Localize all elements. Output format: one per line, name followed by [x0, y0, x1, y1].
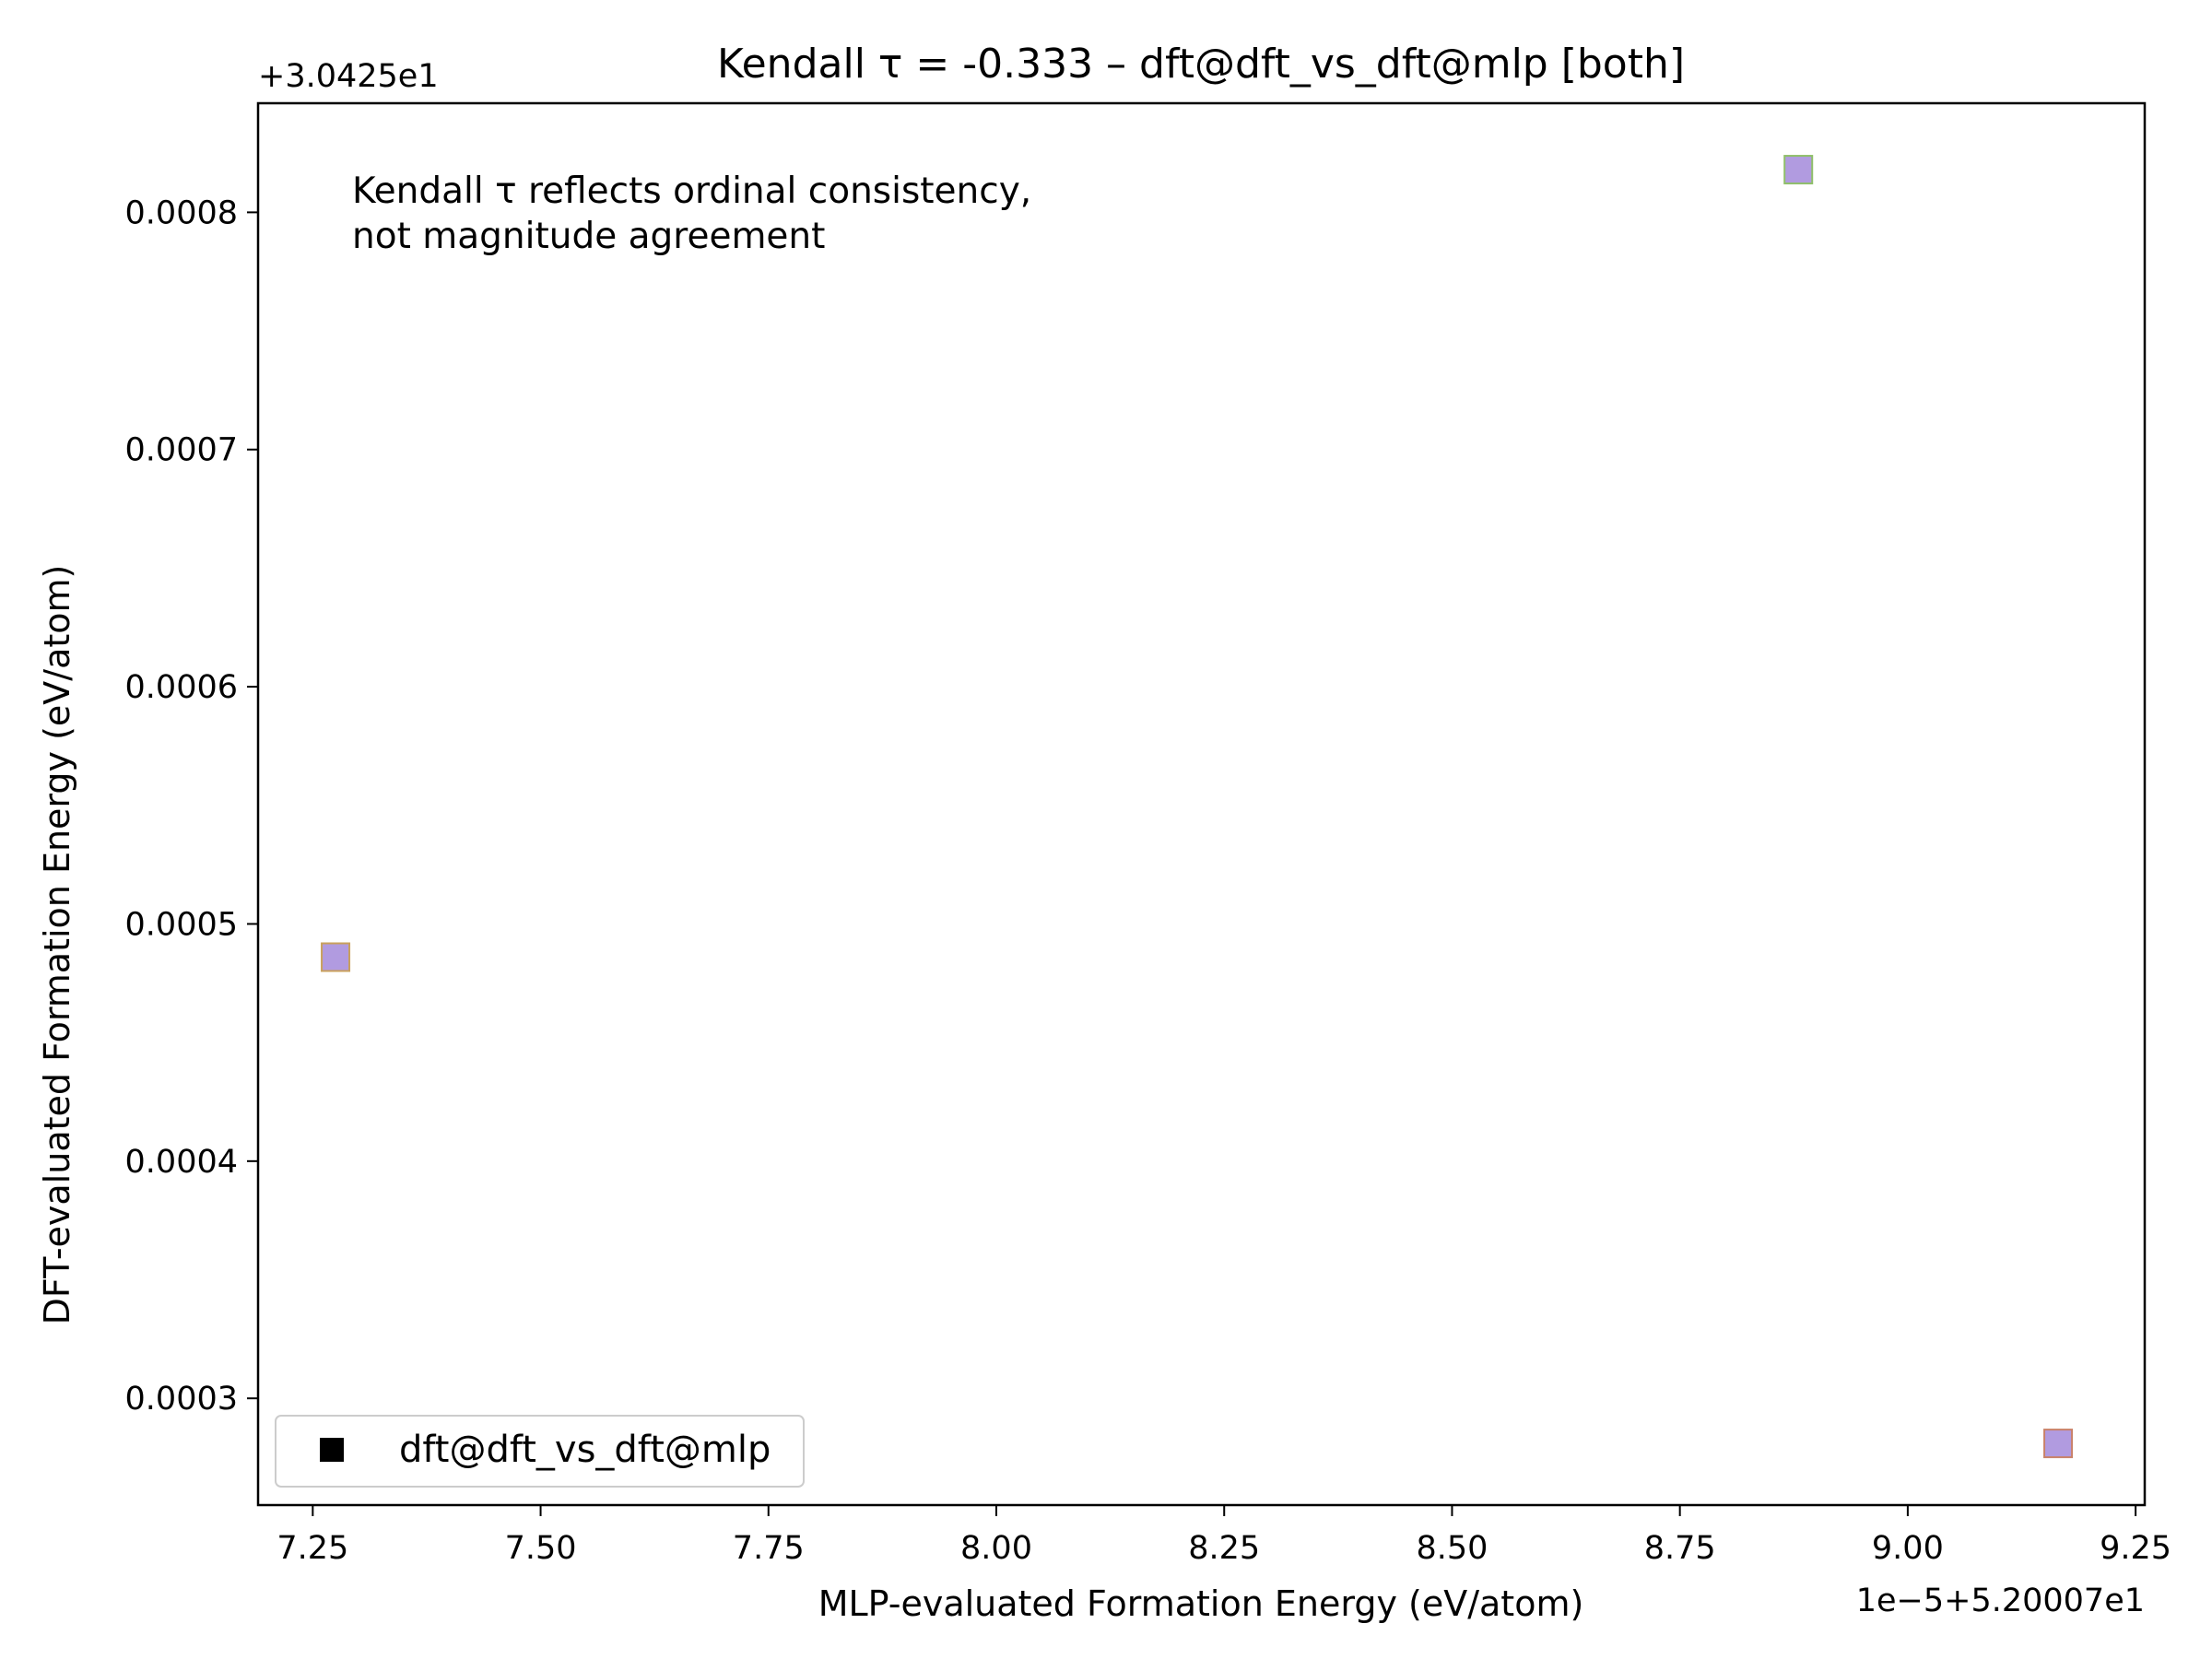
scatter-point — [2043, 1429, 2074, 1459]
y-tick-label: 0.0005 — [125, 906, 238, 943]
x-axis-label: MLP-evaluated Formation Energy (eV/atom) — [818, 1583, 1584, 1624]
legend-label: dft@dft_vs_dft@mlp — [399, 1429, 771, 1471]
plot-frame — [256, 101, 2147, 1507]
y-axis-label: DFT-evaluated Formation Energy (eV/atom) — [37, 565, 77, 1325]
chart-title: Kendall τ = -0.333 – dft@dft_vs_dft@mlp … — [717, 41, 1685, 88]
x-tick-label: 7.25 — [276, 1530, 348, 1567]
x-tick-label: 7.50 — [505, 1530, 577, 1567]
y-tick-label: 0.0008 — [125, 194, 238, 231]
data-points — [321, 155, 2074, 1459]
x-tick-label: 8.00 — [960, 1530, 1032, 1567]
y-tick-label: 0.0006 — [125, 669, 238, 706]
scatter-point — [1783, 155, 1814, 185]
annotation-line-1: Kendall τ reflects ordinal consistency, — [352, 171, 1031, 212]
scatter-point — [321, 942, 351, 972]
x-offset-label: 1e−5+5.20007e1 — [1856, 1583, 2145, 1619]
x-tick-label: 8.75 — [1644, 1530, 1716, 1567]
legend: dft@dft_vs_dft@mlp — [275, 1415, 805, 1488]
y-offset-label: +3.0425e1 — [258, 58, 439, 95]
x-tick-label: 7.75 — [733, 1530, 805, 1567]
annotation-text: Kendall τ reflects ordinal consistency, … — [352, 171, 1043, 257]
y-tick-label: 0.0004 — [125, 1144, 238, 1181]
y-tick-label: 0.0003 — [125, 1381, 238, 1418]
x-tick-label: 8.50 — [1416, 1530, 1488, 1567]
annotation-line-2: not magnitude agreement — [352, 216, 825, 257]
legend-marker — [320, 1438, 344, 1462]
x-tick-label: 9.25 — [2100, 1530, 2171, 1567]
x-tick-label: 9.00 — [1872, 1530, 1944, 1567]
y-tick-label: 0.0007 — [125, 432, 238, 469]
x-axis-ticks: 7.25 7.50 7.75 8.00 8.25 8.50 8.75 9.00 9.25 — [276, 1505, 2171, 1567]
y-axis-ticks: 0.0003 0.0004 0.0005 0.0006 0.0007 0.0008 — [125, 194, 258, 1418]
legend-box — [275, 1415, 805, 1488]
x-tick-label: 8.25 — [1188, 1530, 1260, 1567]
